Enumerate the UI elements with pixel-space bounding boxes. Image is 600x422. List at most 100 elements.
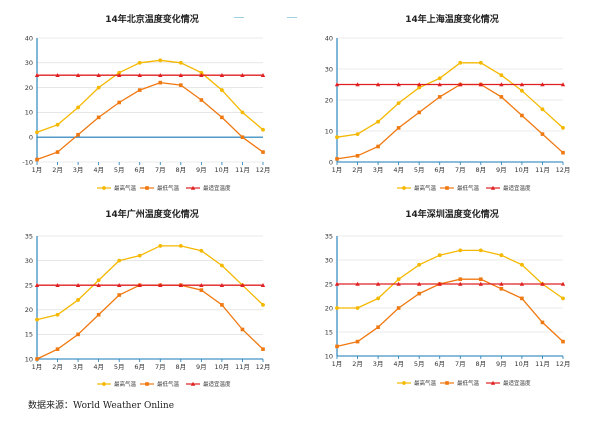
- data-point-comfort: [458, 82, 463, 87]
- x-tick-label: 8月: [175, 166, 186, 174]
- data-point-comfort: [96, 73, 101, 77]
- y-tick-label: 30: [25, 257, 33, 265]
- data-point-comfort: [499, 281, 504, 286]
- series-line-high: [336, 62, 564, 138]
- x-tick-label: 7月: [455, 360, 466, 368]
- data-point-comfort: [334, 281, 340, 286]
- x-tick-label: 4月: [393, 360, 404, 368]
- chart-title: 14年深圳温度变化情况: [405, 208, 499, 220]
- x-tick-label: 12月: [256, 363, 271, 371]
- data-point-comfort: [416, 281, 422, 286]
- y-tick-label: 40: [325, 34, 333, 42]
- data-point-low: [540, 132, 545, 136]
- x-tick-label: 5月: [114, 363, 125, 371]
- data-point-low: [117, 293, 121, 297]
- data-point-high: [540, 107, 545, 112]
- data-point-high: [499, 253, 504, 258]
- data-point-low: [417, 291, 421, 296]
- data-point-comfort: [355, 281, 360, 286]
- decorative-dash-left: [234, 17, 244, 18]
- legend-marker-high: [402, 381, 406, 385]
- data-point-high: [158, 243, 163, 248]
- data-point-low: [335, 157, 339, 161]
- legend-label-low: 最低气温: [457, 379, 480, 387]
- data-point-high: [417, 85, 422, 90]
- data-point-comfort: [375, 281, 381, 286]
- x-tick-label: 10月: [215, 166, 230, 174]
- data-point-low: [35, 357, 39, 361]
- data-point-comfort: [116, 73, 122, 77]
- x-tick-label: 5月: [114, 166, 125, 174]
- data-point-high: [335, 135, 339, 140]
- legend-label-high: 最高气温: [114, 184, 137, 192]
- y-tick-label: 20: [325, 304, 333, 312]
- data-point-low: [199, 98, 204, 102]
- data-point-high: [35, 130, 39, 135]
- data-point-comfort: [178, 73, 184, 77]
- x-tick-label: 3月: [73, 363, 84, 371]
- y-tick-label: 20: [25, 306, 33, 314]
- data-point-high: [396, 277, 401, 282]
- data-point-comfort: [416, 82, 422, 87]
- legend-marker-low: [145, 186, 149, 190]
- legend-label-high: 最高气温: [414, 379, 437, 387]
- data-point-low: [335, 344, 339, 349]
- series-line-low: [336, 83, 564, 160]
- x-tick-label: 1月: [332, 166, 343, 174]
- y-tick-label: 10: [25, 355, 33, 363]
- y-tick-label: 35: [325, 232, 333, 240]
- x-tick-label: 8月: [475, 360, 486, 368]
- data-point-low: [376, 325, 380, 329]
- data-point-high: [76, 105, 80, 110]
- x-tick-label: 1月: [32, 363, 43, 371]
- data-point-comfort: [34, 283, 40, 287]
- data-point-low: [220, 115, 224, 120]
- x-tick-label: 10月: [515, 166, 530, 174]
- data-point-comfort: [478, 281, 484, 286]
- x-tick-label: 11月: [235, 166, 250, 174]
- data-point-low: [179, 83, 183, 87]
- x-tick-label: 3月: [373, 166, 384, 174]
- chart-title: 14年上海温度变化情况: [405, 13, 499, 25]
- chart-guangzhou: 14年广州温度变化情况 10 15 20 25 30 35 1月 2月 3月 4月 5月 6月 7月 8月 9…: [25, 208, 271, 388]
- x-tick-label: 7月: [155, 363, 166, 371]
- x-tick-label: 9月: [196, 363, 207, 371]
- data-point-comfort: [75, 73, 81, 77]
- data-point-comfort: [560, 82, 566, 87]
- legend-marker-low: [145, 382, 149, 386]
- data-point-comfort: [116, 283, 122, 287]
- data-point-high: [437, 76, 442, 81]
- data-point-high: [117, 258, 122, 263]
- x-tick-label: 8月: [475, 166, 486, 174]
- data-point-comfort: [437, 82, 442, 87]
- x-tick-label: 6月: [434, 166, 445, 174]
- data-point-low: [499, 95, 504, 99]
- chart-panel-beijing: 14年北京温度变化情况 -10 0 10 20 30 40 1月 2月 3月 4月 5月 6月 7月 8月 9…: [0, 0, 300, 205]
- data-point-comfort: [178, 283, 184, 287]
- data-point-comfort: [375, 82, 381, 87]
- data-point-low: [499, 287, 504, 291]
- data-point-low: [261, 150, 265, 154]
- data-point-low: [35, 157, 39, 162]
- data-source-note: 数据来源：World Weather Online: [28, 401, 175, 411]
- legend-label-low: 最低气温: [157, 380, 180, 388]
- x-tick-label: 8月: [175, 363, 186, 371]
- data-point-low: [376, 144, 380, 149]
- data-point-comfort: [137, 283, 142, 287]
- chart-panel-shenzhen: 14年深圳温度变化情况 10 15 20 25 30 35 1月 2月 3月 4月 5月 6月 7月 8月 9…: [300, 200, 600, 400]
- series-line-high: [337, 249, 564, 309]
- data-point-high: [261, 127, 265, 132]
- legend-marker-low: [445, 381, 449, 385]
- y-tick-label: 35: [25, 232, 33, 240]
- data-point-low: [240, 327, 245, 332]
- legend-label-comfort: 最适宜温度: [203, 380, 231, 388]
- y-tick-label: 0: [29, 134, 33, 142]
- data-point-high: [261, 302, 265, 307]
- data-point-comfort: [260, 73, 266, 77]
- x-tick-label: 10月: [515, 360, 530, 368]
- x-tick-label: 7月: [455, 166, 466, 174]
- x-tick-label: 2月: [52, 166, 63, 174]
- data-point-comfort: [478, 82, 484, 87]
- data-point-comfort: [199, 283, 204, 287]
- data-point-low: [520, 296, 524, 301]
